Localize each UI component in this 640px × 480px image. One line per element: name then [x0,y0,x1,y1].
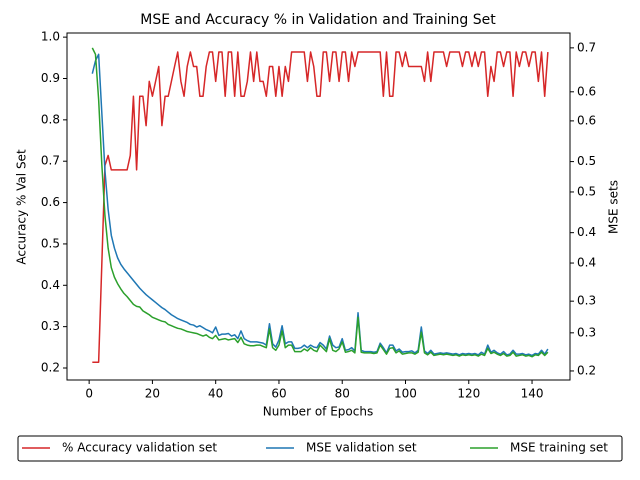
legend-label: % Accuracy validation set [62,441,217,455]
y2-tick-label: 0.4 [577,256,596,270]
y2-tick-label: 0.4 [577,225,596,239]
y-tick-label: 0.7 [41,154,60,168]
y-tick-label: 0.2 [41,361,60,375]
y2-tick-label: 0.7 [577,40,596,54]
y-tick-label: 0.9 [41,71,60,85]
series-line [91,47,549,358]
x-tick-label: 100 [394,387,417,401]
y2-axis-label: MSE sets [607,180,621,234]
y2-tick-label: 0.3 [577,294,596,308]
chart-title: MSE and Accuracy % in Validation and Tra… [140,12,496,28]
x-tick-label: 80 [335,387,350,401]
y-tick-label: 0.4 [41,278,60,292]
y2-tick-label: 0.5 [577,154,596,168]
x-tick-label: 0 [85,387,93,401]
x-tick-label: 120 [457,387,480,401]
legend-box [17,435,623,462]
y2-tick-label: 0.5 [577,184,596,198]
plot-frame [66,32,571,381]
y2-tick-label: 0.6 [577,113,596,127]
legend-label: MSE training set [510,441,608,455]
y2-tick-label: 0.2 [577,363,596,377]
y-tick-label: 0.5 [41,236,60,250]
series-line [91,53,549,357]
y-tick-label: 0.8 [41,112,60,126]
y-tick-label: 1.0 [41,30,60,44]
y2-tick-label: 0.3 [577,325,596,339]
x-tick-label: 40 [208,387,223,401]
y-tick-label: 0.3 [41,319,60,333]
x-axis-label: Number of Epochs [263,405,373,419]
legend: % Accuracy validation set MSE validation … [17,435,623,462]
series-line [92,51,549,363]
legend-label: MSE validation set [306,441,417,455]
x-tick-label: 60 [271,387,286,401]
x-tick-label: 140 [521,387,544,401]
y-axis-label: Accuracy % Val Set [15,149,29,265]
y-tick-label: 0.6 [41,195,60,209]
x-tick-label: 20 [145,387,160,401]
y2-tick-label: 0.6 [577,84,596,98]
